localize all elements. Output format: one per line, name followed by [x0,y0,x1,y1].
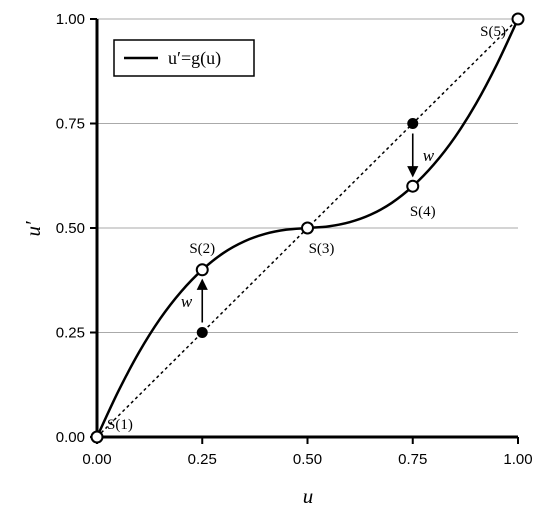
point-marker-open [301,221,314,235]
x-tick-label: 0.25 [188,451,217,468]
y-tick-label: 0.00 [56,429,85,446]
point-label: S(1) [107,417,133,433]
point-marker-open [511,12,525,26]
point-marker-filled [196,327,208,338]
legend: u′=g(u) [113,39,255,77]
point-label: S(3) [309,241,335,257]
legend-entry: u′=g(u) [168,48,221,69]
y-tick-label: 0.50 [56,220,85,237]
y-tick-label: 1.00 [56,11,85,28]
point-marker-open [90,430,104,444]
arrows-layer [196,133,419,323]
point-marker-open [406,179,420,193]
x-tick-label: 0.75 [398,451,427,468]
points-layer [90,12,525,444]
x-tick-label: 1.00 [503,451,532,468]
y-tick-label: 0.75 [56,116,85,133]
point-marker-open [195,263,209,277]
point-label: S(4) [410,204,436,220]
y-tick-label: 0.25 [56,325,85,342]
shift-arrow-label: w [181,292,193,311]
x-tick-label: 0.50 [293,451,322,468]
y-axis-title: u′ [21,221,45,237]
x-axis-title: u [303,484,314,508]
labels-layer: w w S(1) S(2) S(3) S(4) S(5) [107,24,506,433]
x-tick-label: 0.00 [82,451,111,468]
point-label: S(2) [189,241,215,257]
gridlines [97,18,518,333]
point-label: S(5) [480,24,506,40]
axes: 0.00 0.25 0.50 0.75 1.00 0.00 0.25 0.50 0.75 1.00 [56,11,533,468]
point-marker-filled [407,118,419,129]
shift-arrow-label: w [423,146,435,165]
